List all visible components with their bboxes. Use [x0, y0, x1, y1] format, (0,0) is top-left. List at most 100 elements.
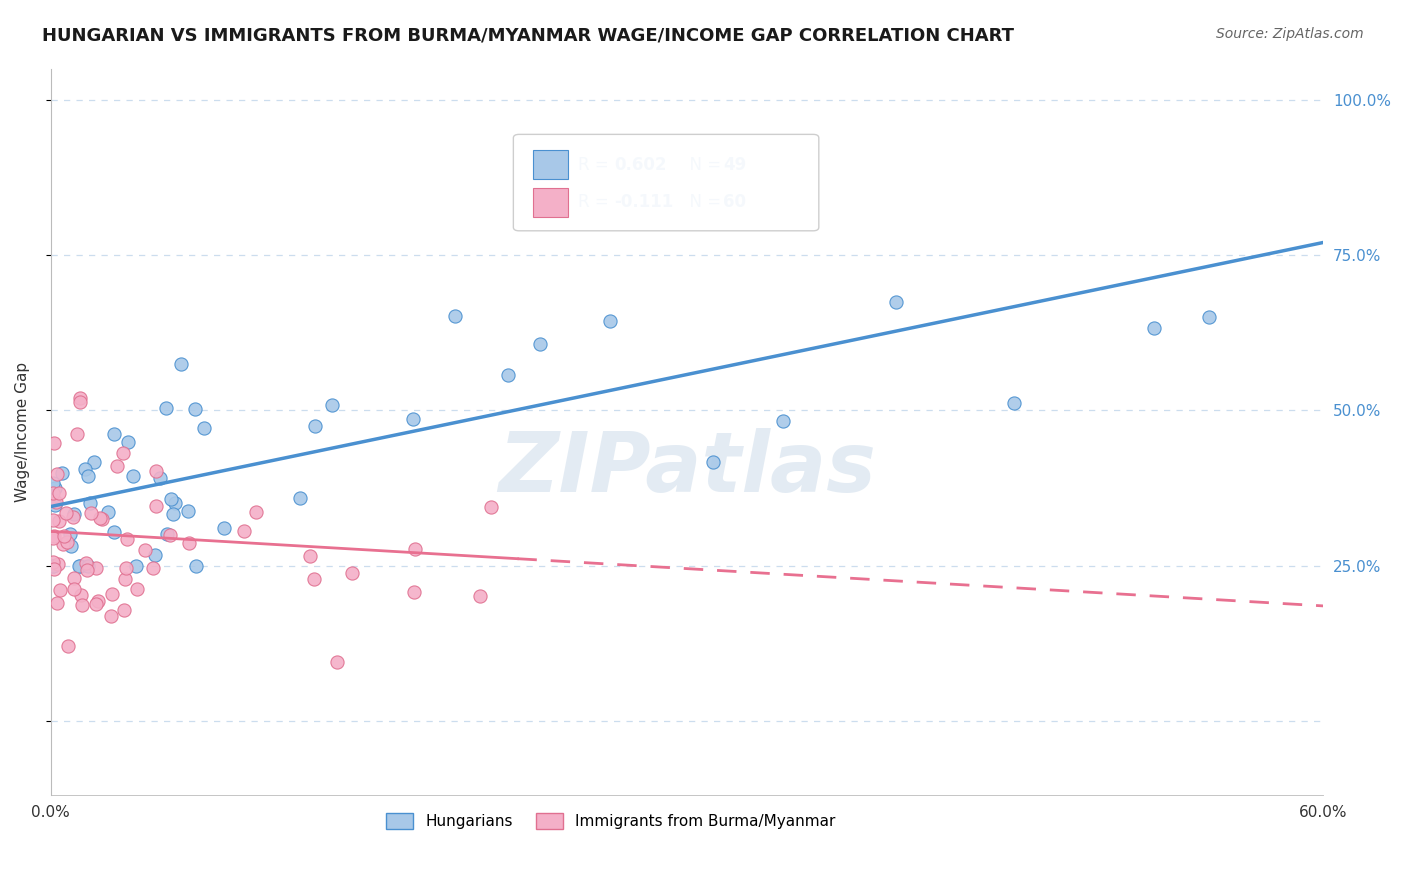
Point: [62, 582, 84, 596]
Point: [46, 558, 69, 572]
Point: [46, 467, 69, 481]
Text: R =: R =: [578, 194, 614, 211]
Point: [70, 598, 93, 612]
Point: [122, 469, 145, 483]
Point: [214, 521, 236, 535]
Point: [149, 471, 172, 485]
Point: [100, 587, 122, 601]
Point: [1198, 310, 1220, 324]
Point: [772, 414, 794, 428]
Point: [112, 603, 135, 617]
Point: [56, 639, 79, 653]
Point: [115, 532, 138, 546]
Point: [55, 535, 77, 549]
Point: [69, 395, 91, 409]
Point: [468, 589, 491, 603]
Point: [127, 582, 149, 597]
Point: [103, 524, 125, 539]
Point: [165, 496, 187, 510]
Text: N =: N =: [679, 156, 727, 174]
Point: [298, 549, 321, 564]
Point: [52, 537, 75, 551]
Point: [69, 391, 91, 405]
Point: [702, 455, 724, 469]
Point: [51, 467, 73, 481]
Point: [288, 491, 311, 505]
Point: [87, 594, 110, 608]
Point: [125, 558, 148, 573]
Point: [59, 527, 82, 541]
Point: [42, 513, 65, 527]
Point: [84, 561, 107, 575]
Point: [111, 446, 134, 460]
Point: [179, 536, 201, 550]
Point: [79, 506, 101, 520]
Point: [83, 455, 105, 469]
Point: [402, 412, 425, 426]
Legend: Hungarians, Immigrants from Burma/Myanmar: Hungarians, Immigrants from Burma/Myanma…: [380, 806, 842, 835]
Point: [69, 558, 91, 573]
Point: [42, 562, 65, 576]
Point: [100, 609, 122, 624]
Point: [444, 309, 467, 323]
Point: [155, 526, 177, 541]
Text: ZIPatlas: ZIPatlas: [498, 428, 876, 508]
Point: [145, 464, 167, 478]
Point: [159, 527, 181, 541]
Point: [45, 495, 67, 509]
Point: [79, 496, 101, 510]
Point: [89, 511, 111, 525]
Point: [142, 560, 165, 574]
Point: [529, 337, 551, 351]
Point: [245, 505, 267, 519]
Point: [67, 558, 90, 573]
Point: [90, 512, 112, 526]
Point: [76, 469, 98, 483]
Point: [1143, 321, 1166, 335]
Point: [42, 558, 65, 573]
Point: [62, 571, 84, 585]
Point: [342, 566, 364, 581]
Point: [77, 558, 100, 573]
Point: [184, 558, 207, 573]
Text: 0.602: 0.602: [614, 156, 666, 174]
Point: [599, 314, 621, 328]
Point: [115, 561, 138, 575]
Point: [41, 555, 63, 569]
Point: [134, 542, 156, 557]
Point: [75, 556, 97, 570]
Point: [55, 506, 77, 520]
Point: [496, 368, 519, 383]
Text: R =: R =: [578, 156, 614, 174]
Point: [193, 420, 215, 434]
Point: [44, 498, 66, 512]
Point: [44, 481, 66, 495]
Point: [42, 475, 65, 490]
Point: [69, 588, 91, 602]
Point: [76, 563, 98, 577]
Point: [42, 558, 65, 573]
Point: [45, 596, 67, 610]
Point: [326, 656, 349, 670]
Y-axis label: Wage/Income Gap: Wage/Income Gap: [15, 362, 30, 502]
Point: [402, 584, 425, 599]
Point: [75, 462, 97, 476]
Point: [97, 505, 120, 519]
Point: [42, 486, 65, 500]
Point: [170, 357, 193, 371]
Point: [62, 510, 84, 524]
Point: [49, 582, 72, 597]
Point: [84, 597, 107, 611]
Point: [1002, 396, 1025, 410]
Point: [404, 541, 426, 556]
Point: [233, 524, 256, 539]
Point: [145, 499, 167, 513]
Point: [63, 507, 86, 521]
Text: 49: 49: [723, 156, 747, 174]
Point: [105, 458, 128, 473]
Point: [114, 572, 136, 586]
Point: [48, 514, 70, 528]
Point: [479, 500, 502, 515]
Text: Source: ZipAtlas.com: Source: ZipAtlas.com: [1216, 27, 1364, 41]
Point: [160, 491, 183, 506]
